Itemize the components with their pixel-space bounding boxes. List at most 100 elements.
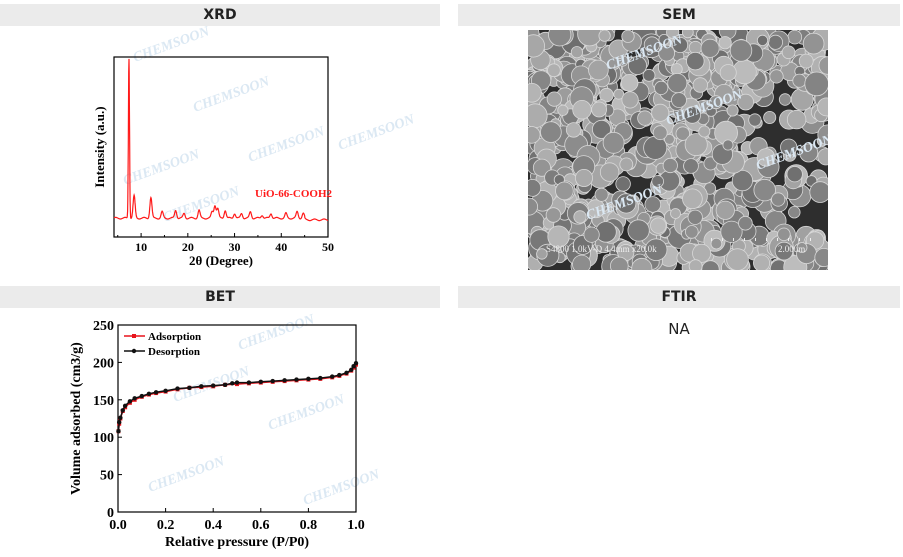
particle <box>588 59 609 81</box>
scale-bar-tick <box>777 238 778 241</box>
particle <box>548 30 572 47</box>
particle <box>591 101 607 118</box>
watermark: CHEMSOON <box>131 26 212 66</box>
x-tick-label: 0.8 <box>300 518 318 533</box>
desorption-point <box>187 385 192 391</box>
ftir-header: FTIR <box>458 286 900 308</box>
y-axis-label: Intensity (a.u.) <box>92 106 107 187</box>
particle <box>729 39 753 62</box>
watermark: CHEMSOON <box>121 147 202 189</box>
particle <box>643 36 661 53</box>
series-label: UiO-66-COOH2 <box>255 188 332 200</box>
x-tick-label: 20 <box>182 240 194 254</box>
legend-label: Adsorption <box>148 331 201 343</box>
desorption-point <box>175 386 180 391</box>
scale-bar-tick <box>722 238 723 241</box>
desorption-point <box>199 384 204 389</box>
plot-frame <box>117 324 357 513</box>
watermark: CHEMSOON <box>266 392 347 434</box>
desorption-point <box>118 415 123 420</box>
particle <box>682 188 703 210</box>
particle <box>804 71 828 97</box>
desorption-point <box>330 374 335 379</box>
desorption-point <box>258 379 263 385</box>
particle <box>615 176 631 192</box>
desorption-point <box>344 370 349 376</box>
desorption-point <box>337 372 342 378</box>
particle <box>700 38 720 58</box>
desorption-point <box>120 408 125 413</box>
particle <box>662 157 678 174</box>
particle <box>598 30 611 42</box>
desorption-point <box>116 420 122 425</box>
particle <box>787 30 803 45</box>
particle <box>686 51 705 71</box>
particle <box>796 242 808 253</box>
x-tick-label: 30 <box>229 240 241 254</box>
legend-marker <box>132 334 136 338</box>
particle <box>557 104 569 116</box>
desorption-point <box>211 383 216 388</box>
particle <box>685 225 699 239</box>
particle <box>528 179 542 197</box>
particle <box>667 73 688 94</box>
desorption-point <box>116 429 121 434</box>
particle <box>817 97 828 117</box>
particle <box>748 113 762 127</box>
x-tick-label: 50 <box>322 240 334 254</box>
particle <box>575 168 594 187</box>
particle <box>756 148 776 167</box>
x-tick-label: 0.4 <box>204 518 222 533</box>
particle <box>792 73 807 88</box>
particle <box>771 192 786 207</box>
particle <box>798 53 814 69</box>
particle <box>651 175 664 188</box>
particle <box>778 93 792 106</box>
particle <box>631 257 653 270</box>
scale-bar-tick <box>733 238 734 241</box>
particle <box>809 181 828 203</box>
particle <box>788 205 801 219</box>
particle <box>726 104 739 117</box>
ftir-na-text: NA <box>668 320 690 338</box>
particle <box>565 122 582 138</box>
particle <box>692 77 709 93</box>
particle <box>628 55 648 76</box>
particle <box>528 126 541 144</box>
particle <box>547 225 570 248</box>
desorption-point <box>132 396 137 401</box>
particle <box>658 34 670 45</box>
scale-bar-tick <box>799 238 800 241</box>
sem-info: S4800 1.0kV-D 4.4mm x20.0k <box>546 244 657 254</box>
particle <box>644 196 662 213</box>
particle <box>599 162 620 182</box>
particle <box>572 254 592 270</box>
particle <box>769 69 784 84</box>
particle <box>683 158 699 174</box>
x-tick-label: 0.0 <box>109 518 127 533</box>
y-tick-label: 250 <box>93 319 114 334</box>
particle <box>532 158 551 177</box>
desorption-point <box>349 367 354 373</box>
particle <box>602 131 625 154</box>
xrd-line <box>113 58 329 222</box>
particle <box>799 143 819 163</box>
particle <box>651 103 670 122</box>
watermark: CHEMSOON <box>146 454 227 496</box>
desorption-point <box>234 380 240 385</box>
particle <box>670 63 683 76</box>
particle <box>753 178 776 202</box>
desorption-point <box>222 382 228 388</box>
y-axis-label: Volume adsorbed (cm3/g) <box>69 342 84 495</box>
particle <box>536 248 548 260</box>
watermark: CHEMSOON <box>246 124 327 166</box>
particle <box>763 111 777 125</box>
particle <box>675 126 691 141</box>
particle <box>701 260 720 270</box>
particle <box>777 227 791 242</box>
particle <box>774 241 794 261</box>
particle <box>817 124 828 146</box>
particle <box>719 64 737 82</box>
